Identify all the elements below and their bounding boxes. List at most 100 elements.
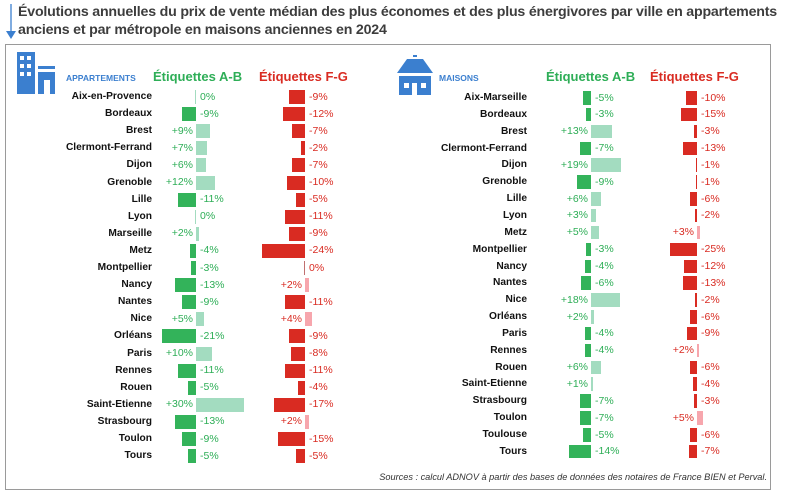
appartements-fg-bar (285, 295, 305, 310)
appartements-ab-value: -4% (200, 244, 219, 257)
appartements-ab-bar (178, 192, 196, 207)
appartements-ab-bar (194, 209, 196, 224)
appartements-city-label: Grenoble (107, 176, 152, 188)
maisons-ab-bar (591, 293, 620, 307)
maisons-fg-bar (687, 326, 697, 341)
appartements-ab-bar (191, 261, 196, 275)
appartements-ab-bar (181, 432, 196, 446)
maisons-ab-value: -7% (595, 142, 614, 155)
appartements-fg-bar (305, 278, 309, 293)
appartements-ab-bar (196, 141, 208, 156)
maisons-fg-value: -2% (701, 293, 720, 306)
maisons-fg-value: -12% (701, 260, 726, 272)
maisons-ab-value: +6% (566, 361, 588, 374)
appartements-ab-bar (196, 124, 211, 139)
maisons-fg-bar (697, 225, 701, 240)
maisons-ab-bar (581, 276, 591, 290)
maisons-ab-bar (591, 225, 599, 240)
appartements-fg-value: -5% (309, 449, 328, 462)
appartements-city-label: Montpellier (97, 262, 152, 273)
maisons-city-label: Saint-Etienne (461, 378, 527, 390)
maisons-label: MAISONS (439, 73, 479, 83)
maisons-city-label: Nice (505, 294, 527, 306)
appartements-fg-value: -2% (309, 141, 328, 154)
maisons-fg-value: -3% (701, 125, 720, 138)
appartements-ab-value: 0% (200, 90, 216, 103)
maisons-ab-bar (591, 377, 593, 391)
appartements-city-label: Dijon (126, 159, 152, 171)
appartements-city-label: Aix-en-Provence (71, 91, 152, 102)
appartements-fg-bar (287, 175, 305, 190)
maisons-fg-value: -15% (701, 108, 726, 121)
maisons-city-label: Dijon (501, 159, 527, 171)
maisons-ab-value: -4% (595, 260, 614, 272)
maisons-ab-bar (591, 124, 612, 139)
appartements-ab-bar (181, 295, 196, 310)
maisons-ab-value: +13% (560, 125, 588, 138)
appartements-city-label: Paris (127, 347, 152, 359)
appartements-ab-header: Étiquettes A-B (153, 69, 243, 84)
appartements-fg-bar (285, 209, 305, 224)
maisons-fg-bar (680, 107, 697, 122)
maisons-fg-value: +5% (672, 411, 694, 424)
chart-title: Évolutions annuelles du prix de vente mé… (18, 4, 777, 38)
appartements-fg-bar (305, 414, 309, 429)
appartements-city-label: Metz (129, 244, 152, 256)
appartements-ab-value: 0% (200, 210, 216, 223)
maisons-ab-bar (584, 326, 591, 341)
appartements-ab-value: +9% (171, 124, 193, 137)
maisons-ab-value: +5% (566, 226, 588, 239)
appartements-fg-bar (290, 346, 305, 361)
maisons-fg-bar (697, 343, 700, 358)
down-arrow-icon (6, 4, 16, 39)
appartements-city-label: Tours (124, 450, 152, 462)
appartements-ab-value: -13% (200, 278, 225, 291)
maisons-city-label: Nantes (493, 277, 527, 289)
appartements-ab-value: +5% (171, 312, 193, 325)
maisons-city-label: Montpellier (472, 243, 527, 255)
appartements-fg-value: -4% (309, 381, 328, 394)
appartements-city-label: Orléans (114, 330, 152, 342)
appartements-fg-bar (297, 380, 305, 395)
maisons-fg-value: +2% (672, 344, 694, 357)
appartements-fg-value: -9% (309, 329, 328, 342)
maisons-ab-value: +3% (566, 209, 588, 222)
maisons-ab-bar (591, 360, 601, 375)
appartements-fg-bar (288, 226, 305, 241)
maisons-city-label: Lyon (503, 209, 527, 221)
maisons-fg-bar (694, 293, 697, 307)
maisons-fg-bar (690, 360, 697, 375)
maisons-ab-bar (591, 208, 596, 223)
maisons-ab-value: -9% (595, 175, 614, 188)
maisons-ab-bar (586, 107, 591, 122)
maisons-fg-bar (682, 276, 697, 290)
chart-frame (5, 44, 771, 490)
appartements-ab-bar (175, 414, 196, 429)
maisons-fg-bar (695, 158, 697, 172)
appartements-ab-value: +30% (165, 398, 193, 411)
maisons-fg-value: -6% (701, 192, 720, 205)
appartements-fg-value: +4% (280, 312, 302, 325)
maisons-fg-bar (694, 208, 697, 223)
appartements-city-label: Toulon (118, 433, 152, 444)
maisons-ab-value: -7% (595, 394, 614, 407)
appartements-fg-bar (303, 261, 305, 275)
maisons-fg-bar (693, 394, 697, 408)
appartements-city-label: Strasbourg (97, 415, 152, 427)
maisons-ab-bar (591, 310, 595, 324)
maisons-fg-value: -1% (701, 175, 720, 188)
appartements-fg-bar (305, 312, 313, 327)
appartements-fg-value: -12% (309, 107, 334, 120)
appartements-ab-bar (196, 346, 212, 361)
maisons-fg-value: -10% (701, 91, 726, 104)
maisons-city-label: Grenoble (482, 176, 527, 188)
appartements-city-label: Nice (130, 313, 152, 325)
maisons-ab-bar (584, 343, 591, 358)
appartements-fg-bar (285, 363, 305, 378)
maisons-ab-value: +2% (566, 310, 588, 323)
appartements-ab-bar (188, 380, 196, 395)
maisons-city-label: Paris (502, 327, 527, 339)
appartements-ab-bar (196, 312, 204, 327)
maisons-fg-value: -9% (701, 327, 720, 340)
appartements-ab-value: +2% (171, 227, 193, 240)
